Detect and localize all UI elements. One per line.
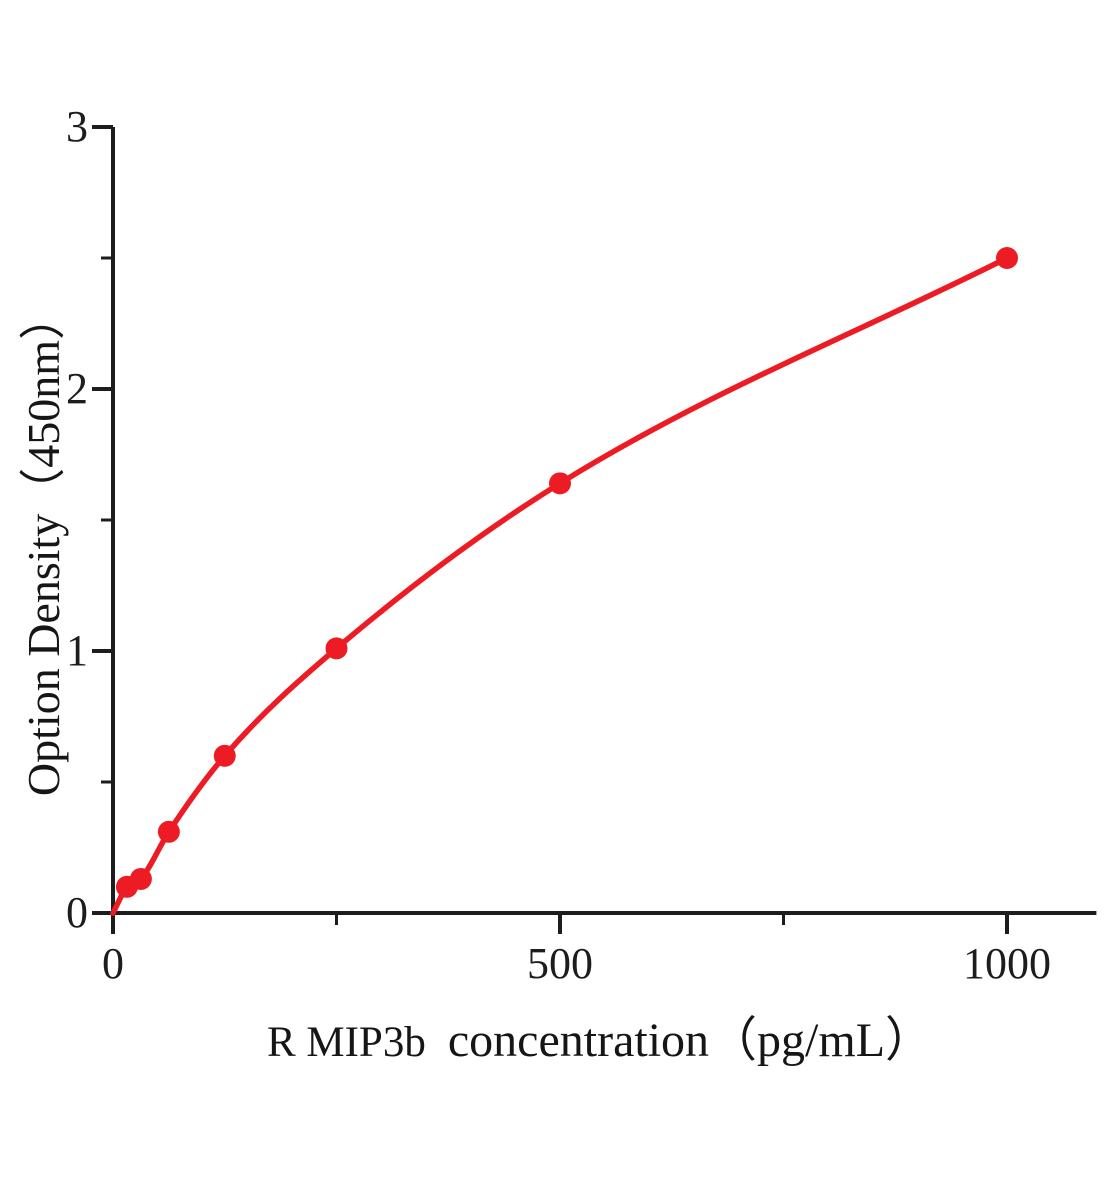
- standard-curve-fit-line: [110, 255, 1010, 916]
- data-point-marker: [157, 820, 180, 843]
- x-tick-label: 500: [527, 939, 593, 988]
- y-axis-title: Option Density（450nm）: [18, 293, 69, 797]
- x-tick-label: 0: [102, 939, 124, 988]
- x-axis-title-analyte: R MIP3b: [266, 1019, 426, 1066]
- data-point-marker: [996, 247, 1018, 269]
- x-axis-title-unit: concentration（pg/mL）: [447, 1014, 934, 1067]
- data-point-marker: [213, 744, 236, 767]
- data-point-marker: [549, 472, 571, 495]
- data-point-marker: [129, 867, 152, 890]
- y-tick-label: 0: [66, 888, 88, 937]
- y-tick-label: 2: [66, 364, 88, 413]
- y-tick-label: 1: [66, 626, 88, 675]
- x-axis-title: R MIP3b concentration（pg/mL）: [267, 1000, 933, 1070]
- y-tick-label: 3: [66, 102, 88, 151]
- x-tick-label: 1000: [963, 939, 1051, 988]
- data-point-marker: [325, 637, 348, 660]
